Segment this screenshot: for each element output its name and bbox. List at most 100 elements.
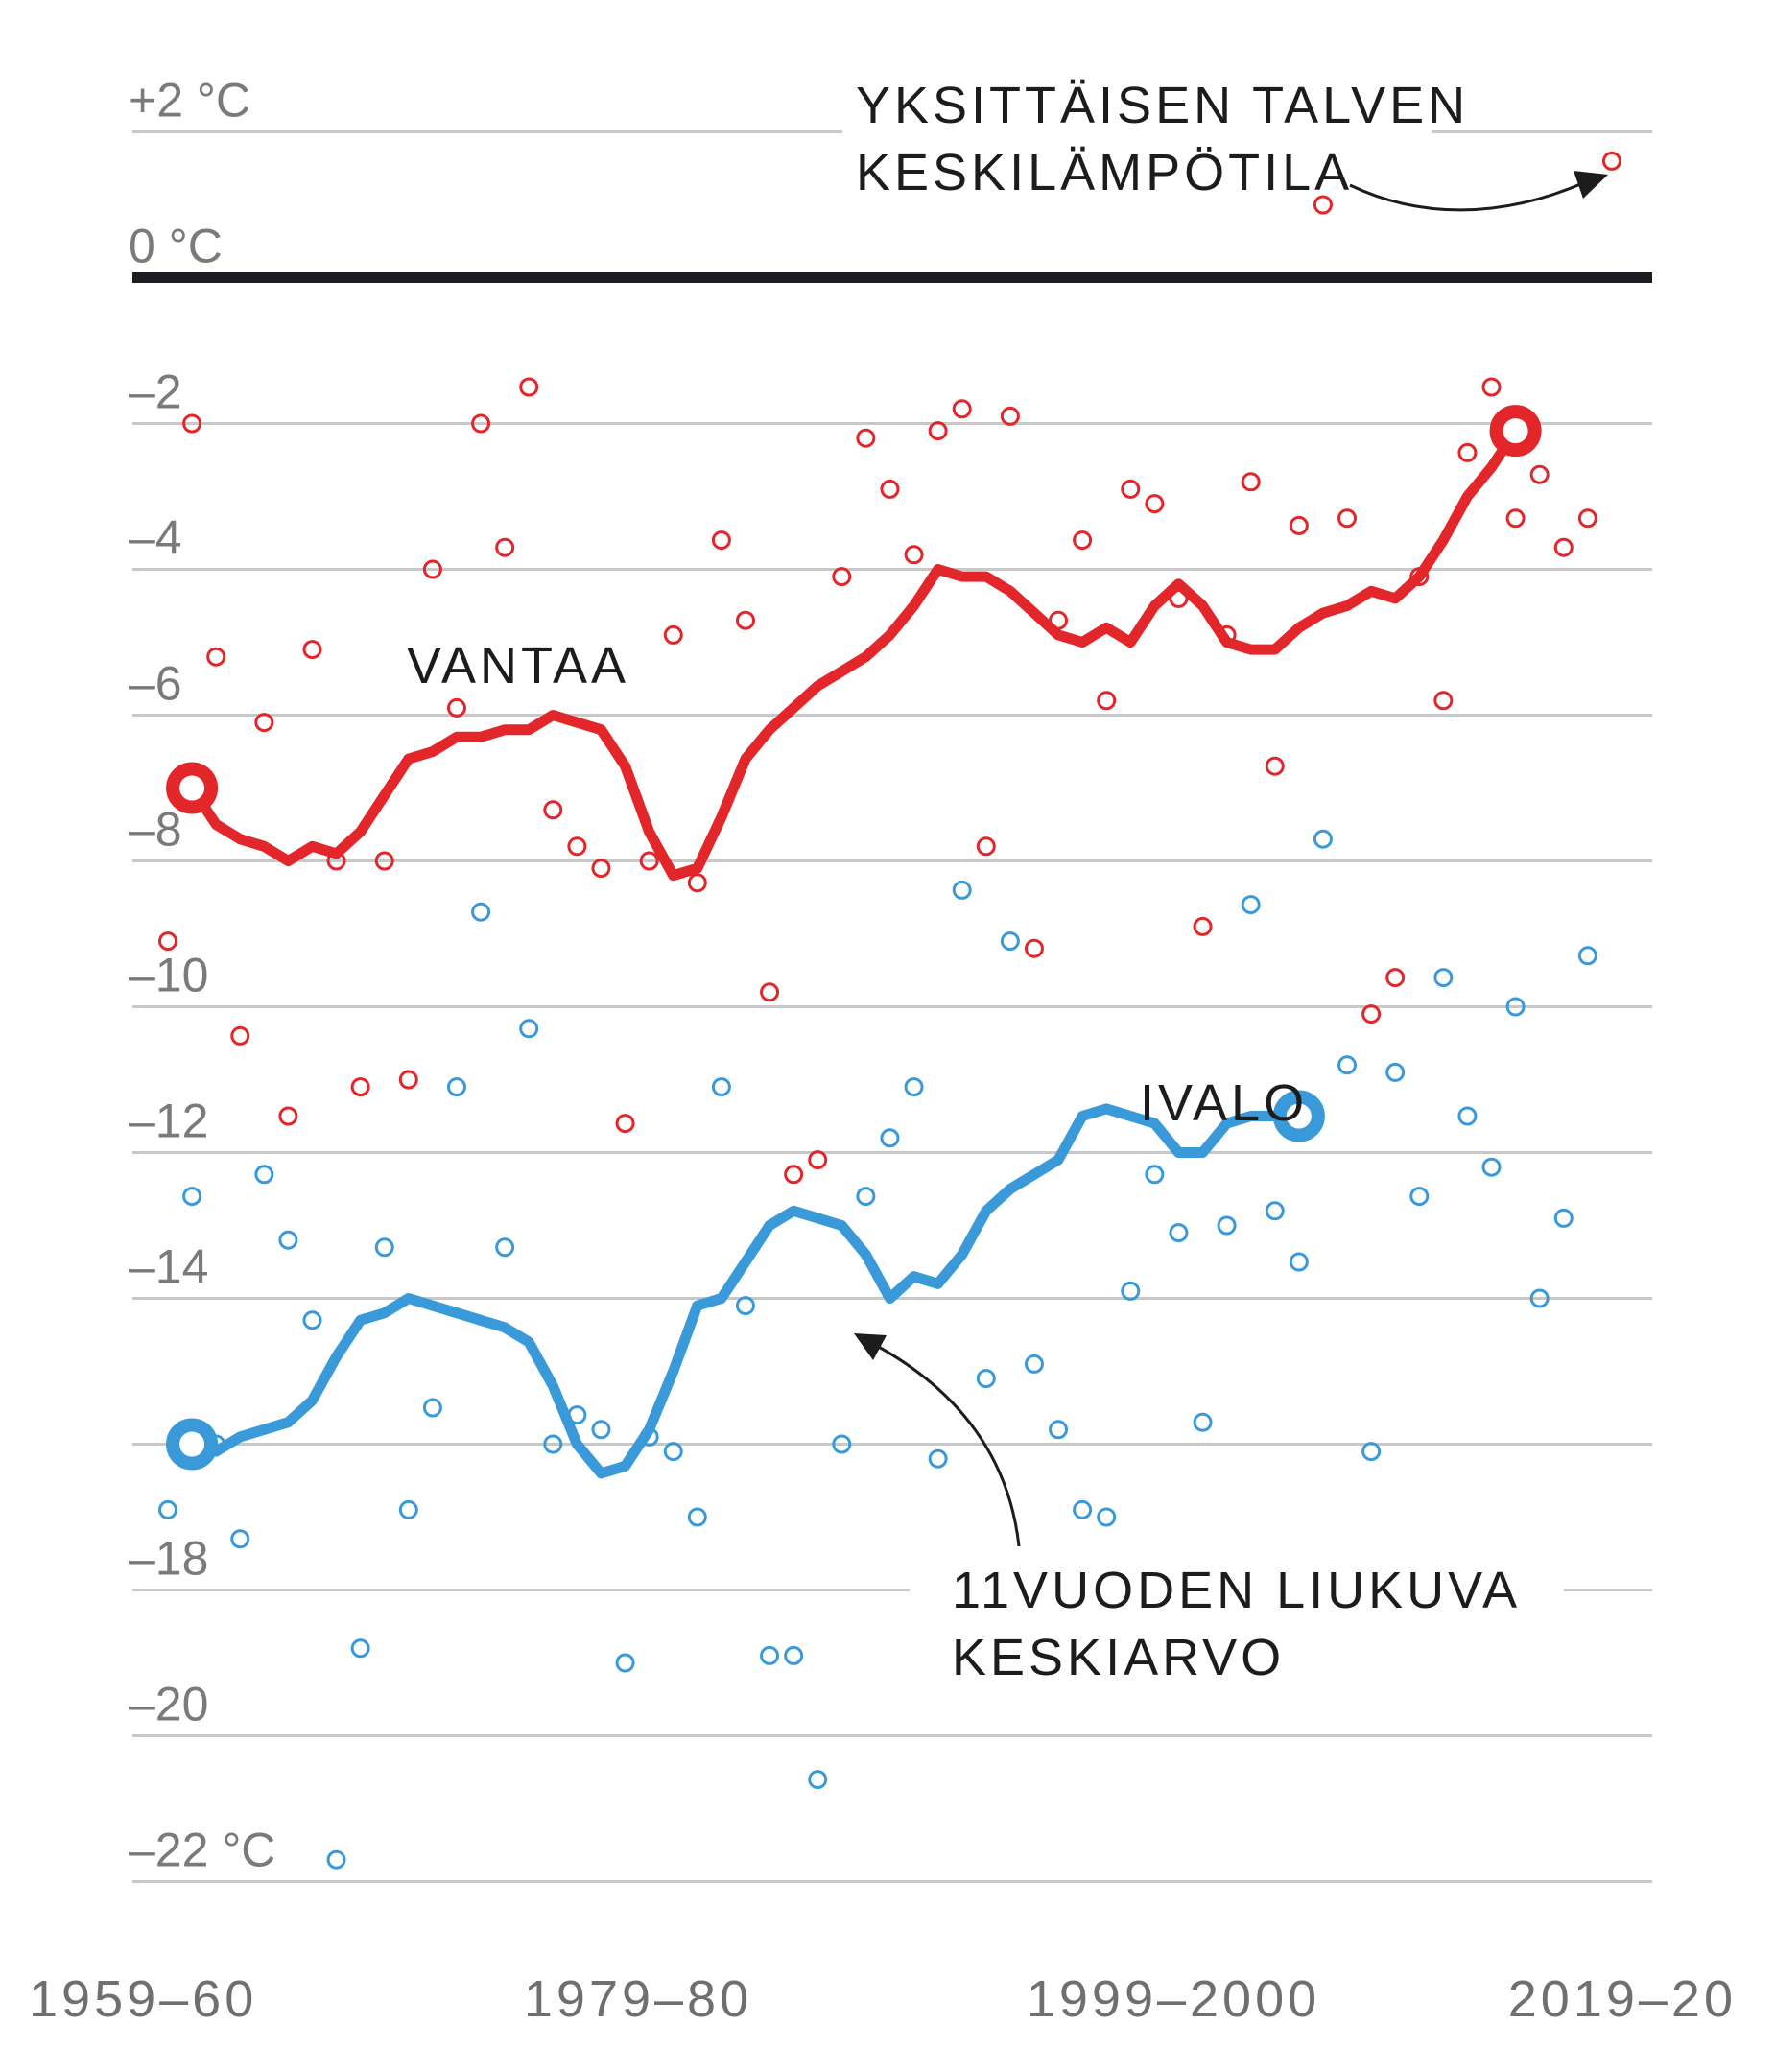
vantaa-point [254, 713, 274, 733]
vantaa-point [735, 610, 755, 630]
vantaa-point [856, 428, 876, 448]
vantaa-point [615, 1114, 635, 1134]
y-tick-label: –14 [129, 1240, 208, 1294]
y-tick-label: 0 °C [129, 220, 223, 273]
x-tick-label: 2019–20 [1508, 1970, 1737, 2028]
ivalo-point [471, 902, 491, 922]
y-tick-label: –4 [129, 511, 182, 565]
vantaa-point [1145, 494, 1165, 514]
ivalo-point [1577, 946, 1598, 966]
vantaa-point [543, 800, 563, 820]
ivalo-point [976, 1369, 996, 1389]
annotation-average-line2: KESKIARVO [952, 1629, 1285, 1686]
y-tick-label: –10 [129, 949, 208, 1002]
vantaa-average-start-marker [166, 762, 219, 814]
vantaa-point [1433, 691, 1454, 711]
ivalo-point [1241, 895, 1261, 915]
vantaa-point [1481, 377, 1502, 397]
vantaa-point [1505, 508, 1526, 529]
ivalo-point [422, 1398, 442, 1418]
y-tick-label: –6 [129, 657, 182, 711]
vantaa-point [471, 413, 491, 434]
ivalo-point [1073, 1499, 1093, 1519]
annotation-backdrop [844, 67, 1428, 192]
vantaa-point [1073, 530, 1093, 551]
vantaa-point [711, 530, 731, 551]
ivalo-moving-average-line [186, 1103, 1305, 1479]
ivalo-point [302, 1310, 322, 1330]
ivalo-point [760, 1645, 780, 1665]
y-tick-label: –12 [129, 1095, 208, 1148]
vantaa-point [1024, 938, 1044, 958]
vantaa-point [663, 624, 683, 645]
x-tick-label: 1959–60 [29, 1970, 257, 2028]
ivalo-point [784, 1645, 804, 1665]
moving-averages [166, 405, 1542, 1479]
annotation-average-line1: 11VUODEN LIUKUVA [952, 1562, 1521, 1619]
ivalo-average-end-marker [1272, 1090, 1325, 1142]
y-tick-label: –2 [129, 365, 182, 419]
vantaa-point [1577, 508, 1598, 529]
annotation-average-arrowhead [854, 1333, 887, 1360]
vantaa-point [808, 1150, 828, 1170]
ivalo-point [1457, 1106, 1478, 1126]
vantaa-point [1529, 464, 1550, 484]
ivalo-point [1289, 1252, 1309, 1272]
vantaa-point [1097, 691, 1117, 711]
vantaa-point [1385, 968, 1406, 988]
ivalo-point [446, 1077, 466, 1097]
vantaa-point [278, 1106, 298, 1126]
vantaa-point [1337, 508, 1358, 529]
ivalo-point [880, 1128, 900, 1148]
ivalo-point [1169, 1223, 1189, 1243]
vantaa-point [784, 1165, 804, 1185]
ivalo-point [615, 1653, 635, 1673]
vantaa-point [302, 640, 322, 660]
y-tick-label: –18 [129, 1532, 208, 1586]
ivalo-point [254, 1165, 274, 1185]
ivalo-point [1024, 1354, 1044, 1374]
ivalo-point [856, 1187, 876, 1207]
vantaa-point [350, 1077, 370, 1097]
ivalo-point [735, 1296, 755, 1316]
y-axis-ticks: +2 °C 0 °C –2 –4 –6 –8 –10 –12 –14 –18 –20 –22 °C [129, 74, 275, 1877]
annotation-average-arrow [874, 1343, 1021, 1547]
ivalo-point [1049, 1420, 1069, 1440]
y-tick-label: +2 °C [129, 74, 250, 128]
vantaa-point [928, 421, 948, 441]
vantaa-point [1601, 151, 1621, 171]
ivalo-point [519, 1019, 539, 1039]
ivalo-point [1553, 1208, 1574, 1228]
vantaa-point [976, 836, 996, 857]
ivalo-point [326, 1849, 346, 1870]
vantaa-point [1289, 515, 1309, 535]
ivalo-point [158, 1499, 178, 1519]
vantaa-point [519, 377, 539, 397]
ivalo-point [1385, 1062, 1406, 1082]
ivalo-point [1313, 829, 1333, 849]
vantaa-point [422, 559, 442, 579]
ivalo-point [495, 1237, 515, 1258]
ivalo-point [1193, 1412, 1213, 1432]
ivalo-point [952, 880, 972, 900]
vantaa-point [374, 851, 394, 871]
y-tick-label: –8 [129, 803, 182, 857]
ivalo-point [904, 1077, 924, 1097]
vantaa-point [832, 567, 852, 587]
ivalo-point [1145, 1165, 1165, 1185]
annotation-point-arrow [1349, 180, 1586, 212]
ivalo-point [543, 1434, 563, 1454]
vantaa-point [904, 545, 924, 565]
vantaa-point [687, 873, 707, 893]
ivalo-point [1337, 1055, 1358, 1075]
ivalo-point [374, 1237, 394, 1258]
ivalo-point [1505, 997, 1526, 1017]
vantaa-point [952, 399, 972, 419]
vantaa-point [639, 851, 659, 871]
vantaa-point [398, 1070, 418, 1090]
vantaa-point [158, 931, 178, 952]
vantaa-point [1121, 479, 1141, 499]
annotation-point-arrowhead [1574, 171, 1608, 199]
ivalo-average-start-marker [166, 1418, 219, 1471]
